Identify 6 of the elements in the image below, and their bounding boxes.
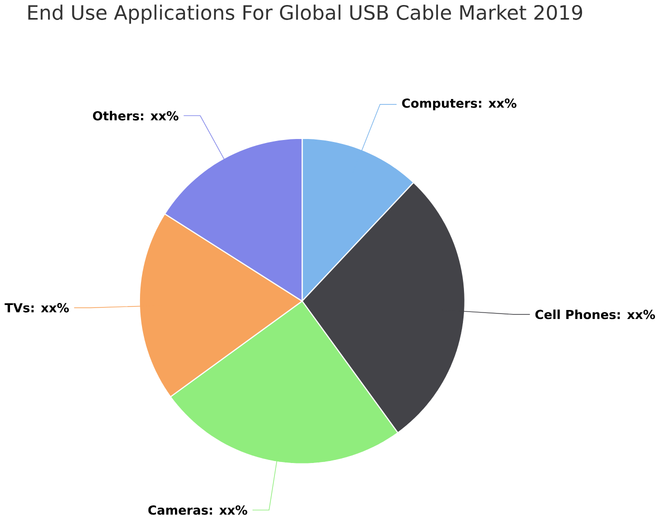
slice-label: Cameras: xx% [148,505,248,515]
slice-label: TVs: xx% [4,302,69,312]
slice-label: Computers: xx% [402,98,516,110]
chart-title: End Use Applications For Global USB Cable Market 2019 [28,4,582,24]
slice-label: Others: xx% [92,110,178,120]
slice-label: Cell Phones: xx% [535,309,656,319]
